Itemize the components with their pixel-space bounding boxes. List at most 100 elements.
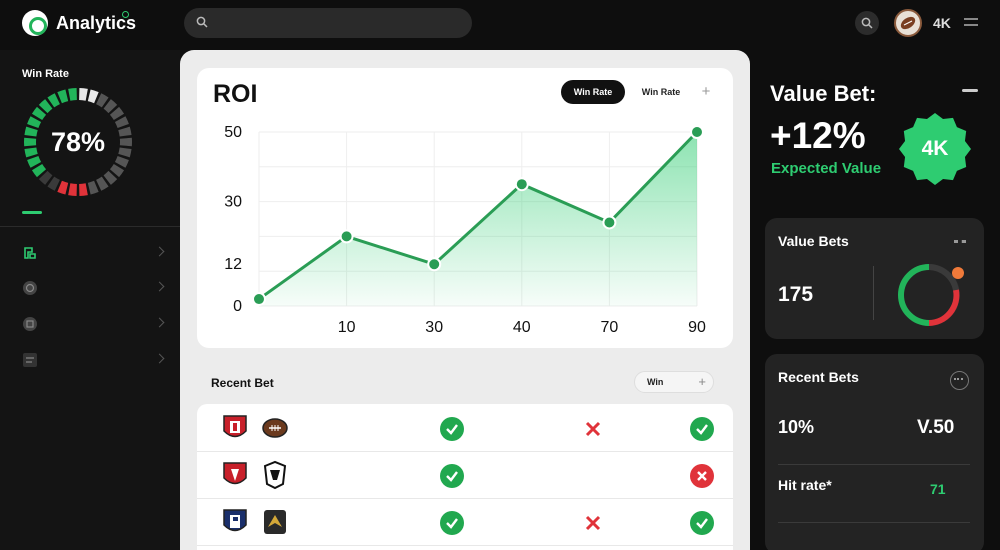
value-bets-donut <box>898 264 964 326</box>
gauge-segment <box>109 106 125 121</box>
x-tick-label: 10 <box>338 319 356 336</box>
table-row[interactable] <box>197 405 733 452</box>
minimize-icon[interactable] <box>962 89 978 92</box>
gauge-segment <box>109 163 125 178</box>
table-row[interactable] <box>197 452 733 499</box>
gauge-segment <box>103 170 118 185</box>
card-divider <box>873 266 874 320</box>
win-check-icon <box>690 511 714 535</box>
gauge-segment <box>57 89 69 104</box>
win-check-icon <box>690 417 714 441</box>
roi-point[interactable] <box>514 177 529 192</box>
dashboard-icon <box>24 247 36 259</box>
loss-x-icon <box>582 512 604 534</box>
win-filter[interactable]: Win + <box>634 371 714 393</box>
hit-rate-label: Hit rate* <box>778 477 832 493</box>
loss-cross-icon <box>690 464 714 488</box>
gauge-segment <box>24 126 38 137</box>
roi-point[interactable] <box>602 215 617 230</box>
x-tick-label: 70 <box>601 319 619 336</box>
add-filter-button[interactable]: + <box>698 374 706 389</box>
value-bet-subtitle: Expected Value <box>771 160 882 177</box>
gauge-segment <box>31 163 47 178</box>
gauge-segment <box>27 156 42 168</box>
value-badge-label: 4K <box>921 137 949 160</box>
gauge-segment <box>68 183 77 196</box>
football-brown-team-logo-icon <box>262 418 288 438</box>
more-icon[interactable] <box>954 240 966 243</box>
x-tick-label: 40 <box>513 319 531 336</box>
search-icon <box>861 17 873 29</box>
gauge-segment <box>68 88 77 101</box>
tab-win-rate-active[interactable]: Win Rate <box>561 80 625 104</box>
menu-icon[interactable] <box>964 18 978 26</box>
gauge-segment <box>114 116 129 128</box>
gauge-segment <box>31 106 47 121</box>
more-options-button[interactable] <box>950 371 969 390</box>
gauge-segment <box>47 93 60 108</box>
avatar[interactable] <box>894 9 922 37</box>
hit-rate-value: 71 <box>930 481 946 497</box>
chevron-right-icon <box>154 317 165 328</box>
brand[interactable]: Analytics <box>22 10 136 36</box>
eagle-gold-team-logo-icon <box>264 510 286 534</box>
value-badge-icon <box>899 113 971 185</box>
gauge-segment <box>57 180 69 195</box>
win-check-icon <box>440 464 464 488</box>
gauge-segment <box>79 88 88 101</box>
sidebar-item-targets[interactable] <box>22 316 167 336</box>
target-icon <box>23 317 37 331</box>
gauge-segment <box>118 147 132 158</box>
sidebar-item-list[interactable] <box>22 352 167 372</box>
badge-shape <box>899 113 971 185</box>
value-bet-title: Value Bet: <box>770 81 877 106</box>
brand-logo-icon <box>22 10 48 36</box>
shield-red-team-logo-icon <box>223 415 247 438</box>
search-icon <box>196 16 208 28</box>
recent-bets-stat-right: V.50 <box>917 417 955 438</box>
recent-bets-card <box>765 354 984 550</box>
gauge-segment <box>96 93 109 108</box>
gauge-segment <box>79 183 88 196</box>
x-tick-label: 90 <box>688 319 706 336</box>
roi-point[interactable] <box>690 125 704 139</box>
search-button[interactable] <box>855 11 879 35</box>
gauge-segment <box>118 126 132 137</box>
roi-point[interactable] <box>252 292 266 307</box>
tab-win-rate[interactable]: Win Rate <box>630 80 692 104</box>
gauge-segment <box>87 89 99 104</box>
gauge-segment <box>119 137 132 147</box>
y-tick-label: 30 <box>224 194 242 211</box>
roi-point[interactable] <box>427 257 442 272</box>
card-separator <box>778 464 970 465</box>
recent-bets-card-title: Recent Bets <box>778 369 859 385</box>
search-input[interactable] <box>184 8 472 38</box>
registered-mark-icon <box>122 11 129 18</box>
roi-point[interactable] <box>339 229 354 244</box>
gauge-segment <box>38 170 53 185</box>
win-check-icon <box>440 417 464 441</box>
app-name: Analytics <box>56 12 137 33</box>
sidebar-item-history[interactable] <box>22 280 167 300</box>
gauge-segment <box>96 176 109 191</box>
add-tab-button[interactable]: + <box>701 83 711 100</box>
roi-chart: 0 12 30 50 10 30 40 70 90 <box>224 124 706 336</box>
gauge-segment <box>114 156 129 168</box>
shield-red-b-team-logo-icon <box>223 462 247 485</box>
win-check-icon <box>440 511 464 535</box>
table-row[interactable] <box>197 499 733 546</box>
roi-area <box>259 132 697 306</box>
user-label[interactable]: 4K <box>933 15 951 31</box>
gauge-segment <box>27 116 42 128</box>
sidebar-item-dashboard[interactable] <box>22 245 167 265</box>
spartan-dark-team-logo-icon <box>263 460 287 490</box>
list-icon <box>23 353 37 367</box>
value-bets-count: 175 <box>778 283 814 306</box>
sidebar-divider <box>0 226 180 227</box>
clock-icon <box>23 281 37 295</box>
win-rate-value: 78% <box>50 126 106 157</box>
sidebar-active-indicator <box>22 211 42 214</box>
football-avatar-icon <box>900 16 916 30</box>
win-rate-label: Win Rate <box>22 68 69 80</box>
shield-navy-team-logo-icon <box>223 509 247 532</box>
